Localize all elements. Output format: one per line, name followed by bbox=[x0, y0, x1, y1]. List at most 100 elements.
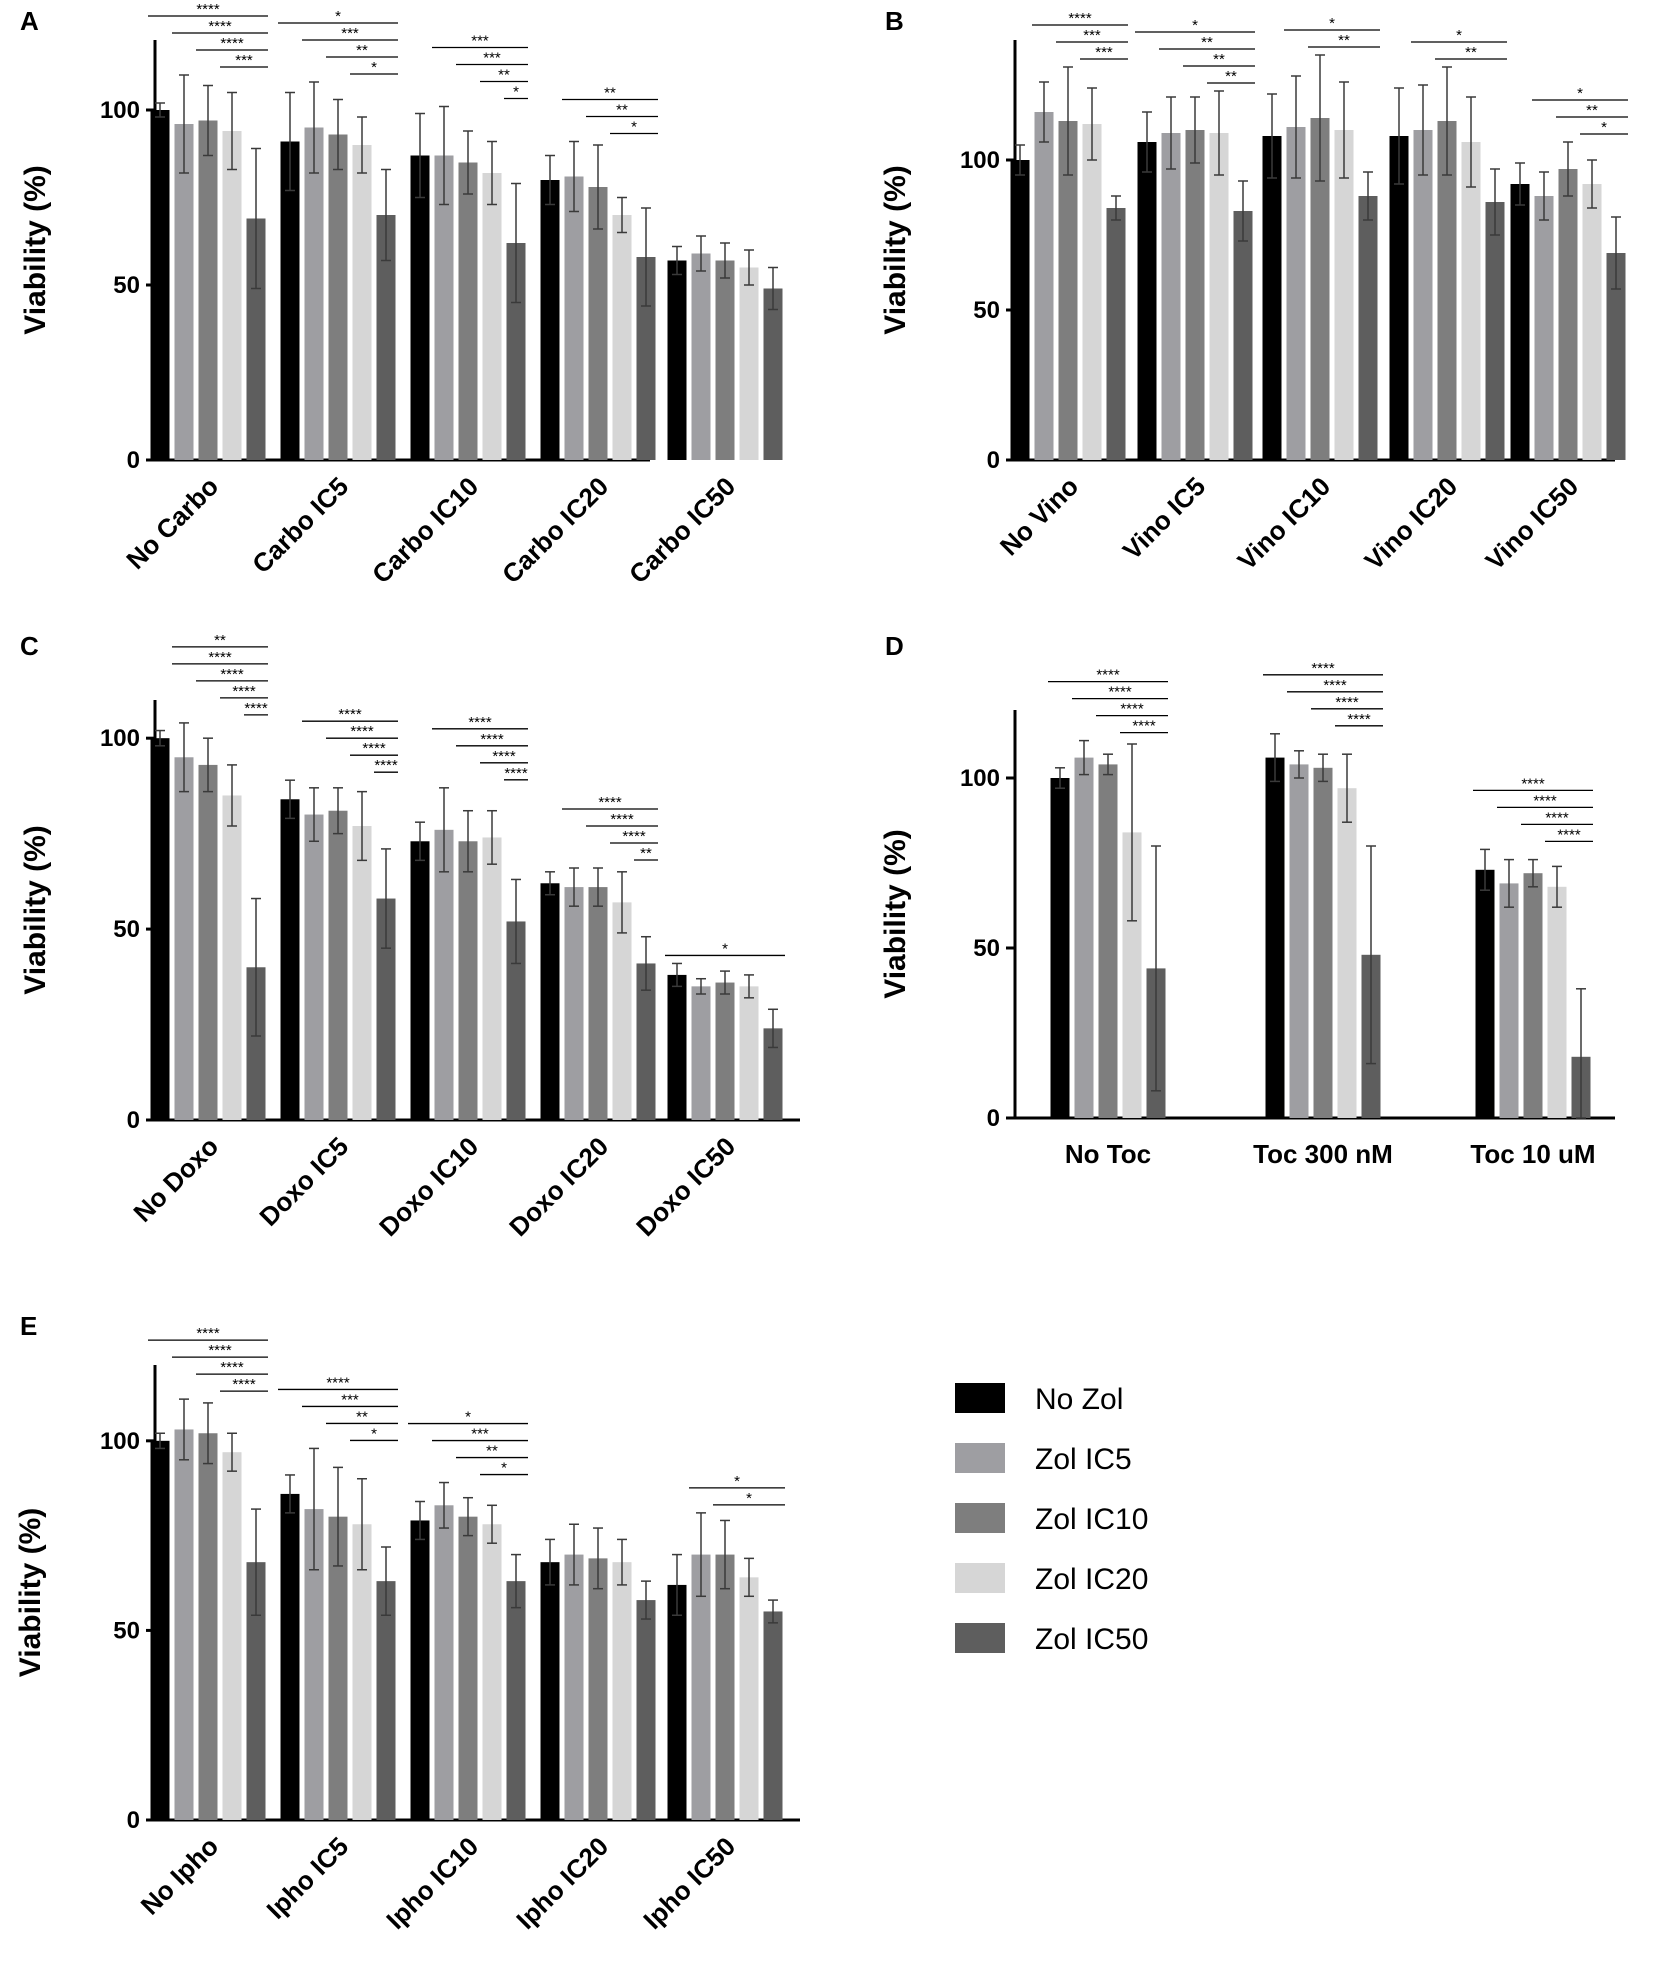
y-tick-label: 0 bbox=[987, 1105, 1000, 1132]
category-label: Vino IC50 bbox=[1480, 471, 1585, 576]
significance-label: * bbox=[1329, 15, 1335, 32]
bar bbox=[667, 260, 687, 460]
category-label: Vino IC20 bbox=[1359, 471, 1464, 576]
bar bbox=[198, 764, 218, 1120]
category-label: Toc 300 nM bbox=[1253, 1139, 1393, 1169]
bar bbox=[540, 180, 560, 460]
y-axis-label: Viability (%) bbox=[14, 1508, 47, 1677]
category-label: Carbo IC10 bbox=[366, 471, 484, 589]
bar bbox=[458, 841, 478, 1120]
bar bbox=[482, 1524, 502, 1820]
significance-label: ** bbox=[214, 632, 226, 649]
category-label: Doxo IC10 bbox=[373, 1131, 484, 1242]
y-tick-label: 100 bbox=[100, 725, 140, 752]
bar bbox=[588, 1558, 608, 1820]
category-label: Ipho IC10 bbox=[380, 1831, 484, 1935]
bar bbox=[174, 757, 194, 1120]
y-tick-label: 100 bbox=[100, 97, 140, 124]
bar bbox=[506, 1581, 526, 1820]
significance-label: ** bbox=[1201, 34, 1213, 51]
significance-label: ** bbox=[1213, 51, 1225, 68]
bar bbox=[280, 1493, 300, 1820]
bar bbox=[739, 986, 759, 1120]
significance-label: **** bbox=[220, 35, 244, 52]
significance-label: * bbox=[1601, 119, 1607, 136]
y-axis-label: Viability (%) bbox=[19, 825, 52, 994]
significance-label: **** bbox=[220, 1359, 244, 1376]
bar bbox=[1050, 778, 1070, 1118]
bar bbox=[715, 1554, 735, 1820]
bar bbox=[588, 187, 608, 460]
significance-label: **** bbox=[1335, 694, 1359, 711]
significance-label: **** bbox=[1132, 718, 1156, 735]
y-tick-label: 100 bbox=[960, 765, 1000, 792]
bar bbox=[458, 162, 478, 460]
legend-label: Zol IC10 bbox=[1035, 1503, 1148, 1536]
y-tick-label: 50 bbox=[973, 935, 1000, 962]
bar bbox=[1475, 869, 1495, 1118]
significance-label: * bbox=[371, 59, 377, 76]
significance-label: *** bbox=[341, 1391, 359, 1408]
significance-label: **** bbox=[374, 757, 398, 774]
significance-label: *** bbox=[483, 50, 501, 67]
significance-label: **** bbox=[1347, 711, 1371, 728]
bar bbox=[1161, 133, 1181, 460]
category-label: Toc 10 uM bbox=[1470, 1139, 1595, 1169]
bar bbox=[1461, 142, 1481, 460]
bar bbox=[1334, 130, 1354, 460]
bar bbox=[1074, 757, 1094, 1118]
significance-label: * bbox=[465, 1409, 471, 1426]
bar bbox=[376, 215, 396, 460]
bar bbox=[482, 173, 502, 460]
significance-label: **** bbox=[208, 1342, 232, 1359]
significance-label: **** bbox=[1557, 826, 1581, 843]
legend-label: Zol IC5 bbox=[1035, 1443, 1132, 1476]
significance-label: **** bbox=[232, 1376, 256, 1393]
bar bbox=[410, 155, 430, 460]
significance-label: * bbox=[1192, 17, 1198, 34]
bar bbox=[1523, 873, 1543, 1118]
bar bbox=[1413, 130, 1433, 460]
y-tick-label: 50 bbox=[113, 1617, 140, 1644]
panel-letter: C bbox=[20, 631, 39, 661]
bar bbox=[763, 288, 783, 460]
bar bbox=[1122, 832, 1142, 1118]
significance-label: **** bbox=[1096, 667, 1120, 684]
legend-label: No Zol bbox=[1035, 1383, 1123, 1416]
bar bbox=[222, 1452, 242, 1820]
bar bbox=[328, 810, 348, 1120]
bar bbox=[434, 155, 454, 460]
bar bbox=[1010, 160, 1030, 460]
bar bbox=[198, 120, 218, 460]
significance-label: ** bbox=[1225, 68, 1237, 85]
bar bbox=[506, 243, 526, 460]
bar bbox=[458, 1516, 478, 1820]
significance-label: *** bbox=[341, 25, 359, 42]
bar bbox=[246, 967, 266, 1120]
significance-label: *** bbox=[1083, 27, 1101, 44]
bar bbox=[612, 215, 632, 460]
significance-label: **** bbox=[468, 714, 492, 731]
bar bbox=[1534, 196, 1554, 460]
category-label: Doxo IC50 bbox=[630, 1131, 741, 1242]
legend-label: Zol IC50 bbox=[1035, 1623, 1148, 1656]
bar bbox=[1547, 886, 1567, 1118]
bar bbox=[506, 921, 526, 1120]
significance-label: **** bbox=[480, 731, 504, 748]
category-label: Carbo IC50 bbox=[623, 471, 741, 589]
category-label: Vino IC5 bbox=[1117, 471, 1211, 565]
bar bbox=[1098, 764, 1118, 1118]
bar bbox=[1389, 136, 1409, 460]
bar bbox=[1289, 764, 1309, 1118]
bar bbox=[667, 1584, 687, 1820]
category-label: Ipho IC20 bbox=[510, 1831, 614, 1935]
significance-label: **** bbox=[610, 811, 634, 828]
bar bbox=[564, 887, 584, 1120]
significance-label: **** bbox=[1068, 10, 1092, 27]
bar bbox=[1286, 127, 1306, 460]
significance-label: **** bbox=[326, 1374, 350, 1391]
panel-letter: A bbox=[20, 6, 39, 36]
bar bbox=[739, 1577, 759, 1820]
category-label: Ipho IC5 bbox=[261, 1831, 355, 1925]
